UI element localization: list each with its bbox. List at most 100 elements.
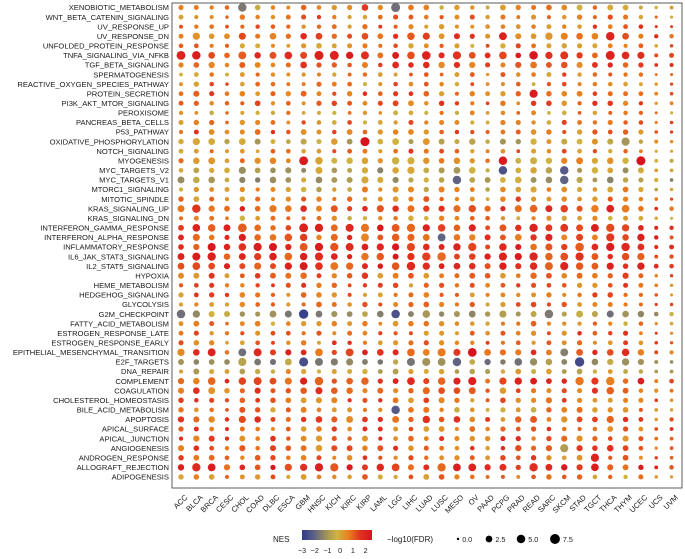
dot-apical-surface-ucs	[654, 427, 659, 431]
dot-tnfa-signaling-via-nfkb-ov	[468, 52, 476, 59]
dot-dna-repair-gbm	[300, 368, 307, 375]
dot-peroxisome-kich	[332, 110, 337, 116]
dot-fatty-acid-metabolism-uvm	[669, 321, 674, 326]
dot-angiogenesis-esca	[285, 445, 292, 451]
dot-il2-stat5-signaling-meso	[453, 262, 461, 270]
dot-heme-metabolism-coad	[255, 283, 260, 288]
dot-kras-signaling-dn-read	[531, 216, 536, 221]
dot-interferon-gamma-response-thca	[606, 223, 615, 232]
dot-mtorc1-signaling-lusc	[438, 186, 445, 193]
dot-apical-junction-hnsc	[315, 435, 323, 442]
dot-wnt-beta-catenin-signaling-uvm	[669, 15, 674, 19]
x-tick-label: UCS	[647, 493, 665, 511]
dot-mitotic-spindle-acc	[178, 196, 184, 202]
dot-myc-targets-v1-tgct	[592, 177, 598, 183]
dot-myc-targets-v1-kirp	[361, 176, 369, 184]
dot-uv-response-up-thym	[623, 24, 628, 30]
dot-bile-acid-metabolism-gbm	[300, 406, 307, 413]
dot-interferon-gamma-response-kirp	[360, 223, 369, 232]
dot-protein-secretion-brca	[209, 91, 215, 97]
color-legend-tick: −3	[298, 546, 306, 555]
dot-fatty-acid-metabolism-coad	[254, 320, 261, 327]
dot-reactive-oxygen-species-pathway-paad	[485, 82, 490, 87]
dot-spermatogenesis-acc	[179, 72, 183, 77]
dot-xenobiotic-metabolism-brca	[209, 5, 214, 10]
dot-unfolded-protein-response-tgct	[592, 43, 598, 49]
dot-pancreas-beta-cells-thym	[623, 120, 628, 125]
dot-epithelial-mesenchymal-transition-meso	[453, 348, 461, 356]
dot-oxidative-phosphorylation-coad	[254, 138, 261, 145]
dot-unfolded-protein-response-lihc	[408, 43, 414, 49]
dot-g2m-checkpoint-ucec	[637, 310, 645, 318]
dot-spermatogenesis-meso	[454, 72, 460, 77]
dot-inflammatory-response-pcpg	[499, 243, 507, 251]
dot-bile-acid-metabolism-ucs	[654, 407, 659, 412]
dot-myogenesis-lihc	[407, 157, 415, 165]
dot-unfolded-protein-response-esca	[286, 43, 291, 48]
dot-pancreas-beta-cells-cesc	[225, 120, 229, 125]
dot-tnfa-signaling-via-nfkb-paad	[484, 52, 491, 59]
dot-kras-signaling-up-blca	[192, 204, 201, 213]
dot-fatty-acid-metabolism-chol	[239, 321, 245, 327]
dot-complement-prad	[514, 377, 522, 385]
dot-xenobiotic-metabolism-meso	[454, 4, 460, 11]
dot-hedgehog-signaling-luad	[423, 292, 430, 298]
size-legend-label: 0.0	[462, 535, 472, 544]
dot-mitotic-spindle-pcpg	[500, 196, 506, 202]
dot-androgen-response-skcm	[561, 455, 567, 461]
dot-hedgehog-signaling-thym	[623, 292, 628, 298]
dot-xenobiotic-metabolism-lusc	[439, 5, 444, 10]
dot-uv-response-dn-coad	[255, 33, 261, 39]
dot-e2f-targets-prad	[514, 358, 523, 366]
dot-apoptosis-laml	[377, 416, 383, 423]
dot-oxidative-phosphorylation-ov	[469, 138, 476, 145]
dot-tnfa-signaling-via-nfkb-kirc	[345, 51, 354, 60]
dot-hypoxia-coad	[254, 272, 261, 279]
dot-apical-surface-skcm	[561, 426, 567, 432]
dot-glycolysis-read	[530, 301, 537, 308]
dot-xenobiotic-metabolism-uvm	[669, 5, 674, 10]
dot-apical-surface-kirp	[362, 426, 368, 432]
dot-protein-secretion-coad	[255, 91, 261, 97]
dot-mitotic-spindle-gbm	[301, 196, 307, 202]
dot-inflammatory-response-laml	[376, 243, 384, 251]
dot-mitotic-spindle-chol	[239, 196, 246, 202]
dot-androgen-response-ucs	[654, 456, 658, 460]
dot-myogenesis-thca	[607, 157, 614, 165]
dot-oxidative-phosphorylation-acc	[178, 138, 184, 145]
y-tick-label: MITOTIC_SPINDLE	[101, 195, 169, 204]
dot-pancreas-beta-cells-lihc	[408, 119, 414, 125]
dot-il6-jak-stat3-signaling-prad	[514, 252, 522, 261]
dot-pi3k-akt-mtor-signaling-chol	[240, 101, 245, 106]
dot-mtorc1-signaling-hnsc	[316, 186, 322, 193]
dot-notch-signaling-laml	[378, 149, 383, 154]
dot-estrogen-response-early-skcm	[561, 340, 567, 346]
dot-hypoxia-cesc	[224, 273, 230, 279]
dot-myogenesis-coad	[254, 157, 261, 164]
dot-p53-pathway-luad	[423, 129, 429, 135]
dot-pancreas-beta-cells-dlbc	[270, 120, 276, 125]
dot-myogenesis-lgg	[391, 157, 400, 165]
dot-unfolded-protein-response-chol	[239, 43, 245, 49]
dot-p53-pathway-coad	[254, 129, 261, 135]
dot-tgf-beta-signaling-lihc	[408, 62, 414, 68]
dot-g2m-checkpoint-chol	[239, 311, 245, 317]
dot-kras-signaling-dn-paad	[485, 215, 490, 221]
dot-interferon-alpha-response-read	[530, 234, 537, 241]
dot-angiogenesis-prad	[515, 445, 522, 452]
dot-oxidative-phosphorylation-thca	[607, 138, 614, 145]
dot-il6-jak-stat3-signaling-coad	[254, 253, 262, 261]
dot-dna-repair-luad	[423, 369, 429, 375]
dot-mitotic-spindle-read	[531, 196, 537, 202]
dot-unfolded-protein-response-luad	[423, 43, 429, 49]
dot-apoptosis-coad	[254, 416, 261, 423]
dot-tgf-beta-signaling-ov	[469, 61, 476, 69]
dot-estrogen-response-late-acc	[178, 330, 184, 336]
dot-xenobiotic-metabolism-kirc	[346, 4, 353, 11]
dot-apical-surface-uvm	[669, 427, 674, 431]
dot-interferon-gamma-response-luad	[422, 224, 430, 232]
dot-p53-pathway-brca	[208, 129, 215, 135]
dot-tgf-beta-signaling-sarc	[546, 62, 552, 68]
dot-apical-junction-coad	[255, 436, 260, 441]
dot-apical-junction-thca	[607, 436, 613, 441]
